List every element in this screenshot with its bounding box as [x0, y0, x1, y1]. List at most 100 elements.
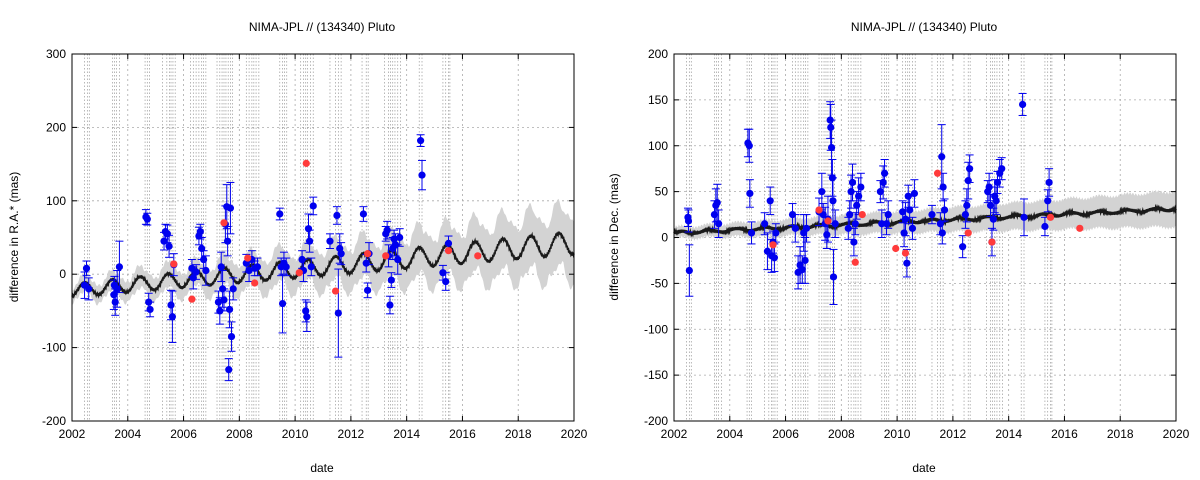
dec-observation-marker — [961, 210, 970, 219]
dec-observation-marker — [910, 189, 919, 198]
dec-highlighted-point — [901, 249, 910, 257]
ra-highlighted-point — [364, 250, 372, 258]
ra-observation-point — [307, 257, 316, 277]
dec-highlighted-point — [851, 258, 859, 266]
ra-observation-point — [115, 240, 124, 294]
dec-observation-marker — [940, 206, 949, 214]
dec-observation-point — [927, 204, 936, 225]
dec-observation-marker — [846, 210, 854, 219]
dec-observation-marker — [772, 229, 780, 237]
ra-x-tick-label: 2016 — [449, 427, 476, 441]
ra-observation-point — [165, 234, 174, 258]
ra-y-tick-label: 200 — [46, 120, 66, 134]
ra-observation-point — [282, 257, 291, 277]
ra-observation-point — [325, 233, 334, 250]
dec-observation-marker — [998, 165, 1006, 173]
ra-observation-point — [416, 134, 425, 147]
dec-highlighted-point — [824, 217, 832, 225]
dec-observation-marker — [903, 259, 911, 267]
dec-observation-marker — [939, 183, 947, 191]
ra-highlighted-point — [382, 252, 390, 260]
ra-observation-point — [387, 272, 396, 288]
ra-observation-marker — [337, 250, 345, 258]
ra-x-tick-label: 2014 — [393, 427, 420, 441]
dec-observation-marker — [831, 220, 839, 228]
dec-observation-marker — [1045, 178, 1053, 187]
dec-observation-marker — [823, 231, 831, 239]
dec-chart-title: NIMA-JPL // (134340) Pluto — [851, 20, 998, 34]
ra-observation-marker — [143, 215, 151, 223]
dec-observation-point — [989, 207, 998, 231]
dec-observation-marker — [851, 220, 859, 228]
dec-highlighted-point — [769, 241, 777, 249]
ra-y-tick-label: 0 — [59, 267, 66, 281]
ra-observation-marker — [168, 313, 176, 321]
ra-observation-marker — [417, 137, 425, 145]
dec-observation-point — [713, 183, 722, 222]
ra-y-tick-label: 300 — [46, 47, 66, 61]
dec-observation-marker — [857, 183, 865, 191]
dec-y-tick-label: 50 — [655, 185, 669, 199]
dec-observation-marker — [966, 165, 974, 173]
ra-highlighted-points — [170, 159, 482, 303]
dec-x-tick-label: 2016 — [1051, 427, 1078, 441]
dec-x-tick-label: 2010 — [884, 427, 911, 441]
ra-observation-marker — [253, 263, 262, 271]
dec-observation-point — [884, 200, 893, 229]
dec-observation-point — [685, 244, 694, 297]
dec-observation-marker — [801, 256, 809, 265]
dec-observation-marker — [899, 208, 907, 216]
ra-observation-marker — [227, 332, 236, 341]
dec-observation-marker — [827, 143, 836, 152]
dec-observation-point — [985, 172, 994, 202]
dec-observation-point — [910, 179, 919, 208]
dec-observation-marker — [745, 142, 753, 150]
ra-highlighted-point — [444, 247, 453, 255]
ra-observation-marker — [276, 210, 284, 218]
dec-observation-marker — [1041, 222, 1049, 231]
ra-chart-title: NIMA-JPL // (134340) Pluto — [249, 20, 396, 34]
ra-observation-marker — [226, 204, 235, 212]
dec-observation-marker — [761, 220, 769, 228]
ra-x-tick-label: 2002 — [59, 427, 86, 441]
dec-x-tick-label: 2014 — [995, 427, 1022, 441]
ra-observation-marker — [386, 301, 394, 309]
dec-observation-point — [822, 220, 831, 250]
dec-y-tick-label: -50 — [651, 276, 669, 290]
dec-x-tick-label: 2012 — [940, 427, 967, 441]
dec-observation-marker — [770, 254, 779, 262]
ra-observation-point — [215, 297, 224, 325]
ra-observation-point — [253, 257, 262, 277]
dec-observation-point — [908, 216, 917, 240]
dec-y-tick-label: -150 — [644, 368, 668, 382]
ra-observation-point — [223, 225, 232, 257]
dec-observation-marker — [1020, 213, 1028, 221]
ra-x-tick-label: 2008 — [226, 427, 253, 441]
dec-observation-point — [965, 154, 974, 183]
ra-y-tick-label: -100 — [42, 341, 66, 355]
dec-highlighted-point — [964, 229, 972, 237]
dec-observation-marker — [989, 215, 997, 223]
ra-observation-marker — [163, 230, 171, 238]
dec-observation-marker — [827, 123, 835, 131]
ra-observation-marker — [85, 285, 93, 293]
dec-observation-point — [802, 214, 811, 243]
ra-observation-point — [227, 321, 236, 352]
ra-observation-marker — [192, 268, 200, 276]
ra-y-tick-label: 100 — [46, 194, 66, 208]
dec-observation-point — [958, 235, 967, 259]
dec-observation-marker — [684, 217, 693, 225]
ra-observation-point — [201, 255, 210, 286]
ra-y-tick-label: -200 — [42, 414, 66, 428]
ra-observation-marker — [216, 307, 224, 315]
dec-observation-point — [745, 128, 754, 163]
ra-highlighted-point — [474, 252, 482, 260]
dec-grid — [674, 54, 1176, 421]
dec-observation-point — [849, 227, 858, 257]
ra-observation-point — [196, 223, 205, 240]
dec-y-tick-label: 100 — [648, 139, 668, 153]
dec-chart-xlabel: date — [912, 461, 936, 475]
ra-observation-marker — [442, 277, 450, 286]
dec-observation-marker — [938, 153, 946, 161]
